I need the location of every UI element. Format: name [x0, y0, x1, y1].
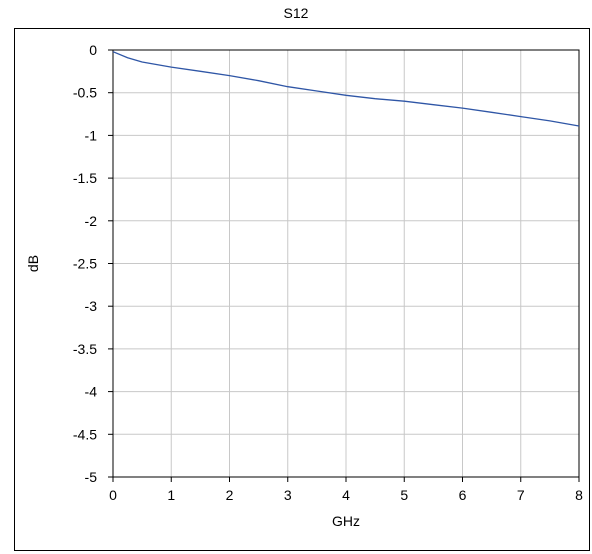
x-tick-label: 8 — [575, 487, 583, 503]
x-tick-label: 3 — [284, 487, 292, 503]
series-group — [112, 51, 580, 127]
x-tick-label: 2 — [226, 487, 234, 503]
chart-frame — [14, 28, 590, 551]
x-tick-label: 7 — [517, 487, 525, 503]
y-tick-label: -2 — [85, 213, 98, 229]
y-tick-label: 0 — [89, 42, 97, 58]
grid — [113, 50, 579, 477]
y-tick-label: -5 — [85, 469, 98, 485]
y-tick-label: -1.5 — [73, 170, 97, 186]
series-line — [112, 51, 580, 127]
x-tick-label: 5 — [400, 487, 408, 503]
y-tick-label: -3 — [85, 298, 98, 314]
chart-title: S12 — [283, 5, 309, 21]
x-tick-label: 4 — [342, 487, 350, 503]
x-tick-label: 6 — [459, 487, 467, 503]
y-tick-label: -1 — [85, 127, 98, 143]
x-tick-label: 1 — [167, 487, 175, 503]
x-axis-label: GHz — [332, 513, 360, 529]
y-axis-label: dB — [25, 255, 41, 272]
y-tick-label: -4.5 — [73, 426, 97, 442]
x-tick-label: 0 — [109, 487, 117, 503]
y-tick-label: -2.5 — [73, 256, 97, 272]
y-tick-label: -0.5 — [73, 85, 97, 101]
axes: 0 1 2 3 4 5 6 7 8 0 -0.5 -1 -1.5 -2 -2.5 -3 -3.5 -4 -4.5 -5 — [73, 42, 583, 503]
y-tick-label: -4 — [85, 384, 98, 400]
y-tick-label: -3.5 — [73, 341, 97, 357]
